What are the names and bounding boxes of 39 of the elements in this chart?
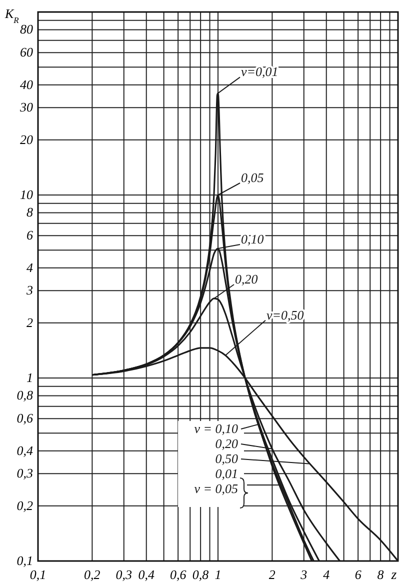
y-tick-label: 0,6 — [16, 410, 34, 426]
y-tick-label: 1 — [26, 370, 33, 385]
annotation: ν = 0,05 — [194, 481, 238, 496]
y-tick-label: 0,1 — [16, 553, 33, 568]
x-axis-title: z — [390, 568, 398, 583]
y-tick-label: 80 — [20, 22, 34, 37]
annotation: 0,10 — [241, 232, 264, 247]
y-tick-label: 40 — [20, 76, 34, 92]
y-tick-label: 20 — [20, 132, 34, 147]
annotation: 0,20 — [215, 436, 238, 451]
x-tick-label: 8 — [377, 567, 384, 582]
y-tick-label: 0,8 — [16, 388, 34, 403]
y-tick-label: 60 — [20, 44, 34, 60]
x-tick-label: 0,2 — [84, 567, 101, 582]
y-tick-label: 0,2 — [16, 498, 34, 513]
y-tick-label: 10 — [20, 187, 34, 202]
y-tick-label: 3 — [26, 282, 34, 298]
y-tick-label: 4 — [26, 260, 34, 275]
annotation: 0,01 — [215, 466, 238, 481]
x-tick-label: 0,3 — [116, 567, 133, 582]
x-tick-label: 4 — [323, 567, 330, 582]
x-tick-label: 0,4 — [138, 567, 155, 582]
x-tick-label: 2 — [268, 567, 276, 582]
y-tick-label: 0,3 — [16, 466, 34, 481]
x-tick-label: 3 — [300, 567, 308, 582]
x-tick-label: 1 — [214, 567, 222, 582]
y-tick-label: 30 — [19, 100, 34, 115]
y-tick-label: 8 — [26, 204, 34, 220]
x-tick-label: 0,8 — [192, 567, 210, 582]
annotation: 0,05 — [241, 170, 264, 185]
y-axis-title: K$_{R}$ — [4, 6, 20, 25]
x-tick-label: 0,6 — [170, 567, 187, 582]
annotation: 0,50 — [215, 451, 238, 466]
y-tick-label: 6 — [26, 228, 34, 243]
annotation: 0,20 — [234, 271, 258, 286]
y-tick-label: 0,4 — [16, 442, 34, 458]
annotation: ν = 0,10 — [194, 421, 238, 436]
x-tick-label: 6 — [354, 567, 362, 582]
y-tick-label: 2 — [26, 314, 34, 330]
